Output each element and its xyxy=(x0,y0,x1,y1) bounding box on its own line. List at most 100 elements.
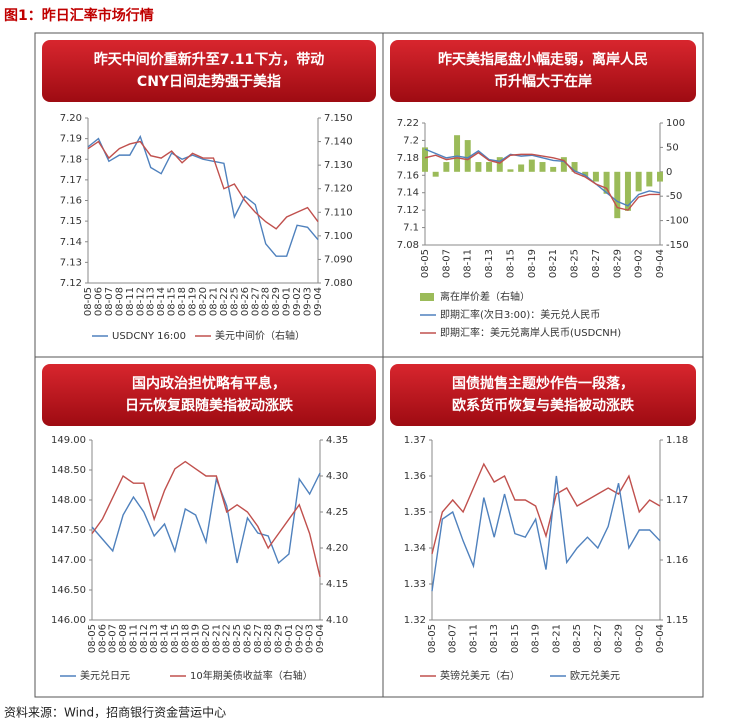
x-tick-label: 08-25 xyxy=(572,624,583,653)
x-tick-label: 08-11 xyxy=(128,624,139,653)
x-tick-label: 08-29 xyxy=(612,249,623,278)
legend-label: 10年期美债收益率（右轴） xyxy=(190,669,313,682)
bar xyxy=(518,164,525,172)
y-tick-label: 146.00 xyxy=(51,615,86,626)
y-tick-label: 7.16 xyxy=(60,196,82,207)
legend-label: 欧元兑美元 xyxy=(570,669,620,682)
y-tick-label: 1.37 xyxy=(404,435,426,446)
x-tick-label: 08-18 xyxy=(180,624,191,653)
x-tick-label: 08-22 xyxy=(219,287,230,316)
x-tick-label: 08-15 xyxy=(510,624,521,653)
x-tick-label: 08-05 xyxy=(87,624,98,653)
bar xyxy=(432,171,439,177)
source: 资料来源：Wind，招商银行资金营运中心 xyxy=(4,705,226,720)
line xyxy=(87,140,319,230)
x-tick-label: 08-19 xyxy=(531,624,542,653)
bar xyxy=(454,135,461,172)
x-tick-label: 08-08 xyxy=(118,624,129,653)
y2-tick-label: 7.080 xyxy=(324,278,353,289)
y-tick-label: 7.18 xyxy=(60,154,82,165)
y2-tick-label: -100 xyxy=(666,216,689,227)
x-tick-label: 08-19 xyxy=(188,287,199,316)
x-tick-label: 08-29 xyxy=(614,624,625,653)
bar xyxy=(614,171,621,219)
y2-tick-label: 1.16 xyxy=(666,555,688,566)
x-tick-label: 08-27 xyxy=(250,287,261,316)
y-tick-label: 1.33 xyxy=(404,579,426,590)
x-tick-label: 08-06 xyxy=(93,287,104,316)
x-tick-label: 08-06 xyxy=(97,624,108,653)
x-tick-label: 08-22 xyxy=(222,624,233,653)
legend-label: 离在岸价差（右轴） xyxy=(440,290,530,303)
x-tick-label: 08-20 xyxy=(198,287,209,316)
bar xyxy=(571,162,578,172)
x-tick-label: 08-25 xyxy=(232,624,243,653)
x-tick-label: 09-03 xyxy=(303,287,314,316)
x-tick-label: 08-15 xyxy=(167,287,178,316)
x-tick-label: 08-21 xyxy=(208,287,219,316)
y-tick-label: 7.22 xyxy=(397,118,419,129)
chart-title: 欧系货币恢复与美指被动涨跌 xyxy=(452,397,635,414)
x-tick-label: 08-27 xyxy=(591,249,602,278)
y2-tick-label: 7.090 xyxy=(324,254,353,265)
x-tick-label: 08-07 xyxy=(108,624,119,653)
bar xyxy=(560,157,567,172)
y-tick-label: 147.50 xyxy=(51,525,86,536)
y2-tick-label: 4.35 xyxy=(326,435,348,446)
x-tick-label: 08-07 xyxy=(104,287,115,316)
bar xyxy=(486,162,493,172)
y-tick-label: 7.14 xyxy=(60,237,82,248)
y2-tick-label: -50 xyxy=(666,191,682,202)
y-tick-label: 7.13 xyxy=(60,257,82,268)
chart-title: CNY日间走势强于美指 xyxy=(137,73,281,90)
x-tick-label: 09-02 xyxy=(294,624,305,653)
y2-tick-label: 4.30 xyxy=(326,471,348,482)
y-tick-label: 7.20 xyxy=(60,113,82,124)
x-tick-label: 08-28 xyxy=(261,287,272,316)
bar xyxy=(496,157,503,172)
y2-tick-label: 1.18 xyxy=(666,435,688,446)
x-tick-label: 09-02 xyxy=(634,249,645,278)
x-tick-label: 09-03 xyxy=(305,624,316,653)
y2-tick-label: 1.17 xyxy=(666,495,688,506)
line xyxy=(424,148,661,207)
x-tick-label: 08-29 xyxy=(274,624,285,653)
bar xyxy=(592,171,599,182)
y-tick-label: 148.50 xyxy=(51,465,86,476)
bar xyxy=(475,162,482,172)
y2-tick-label: 7.150 xyxy=(324,113,353,124)
chart-title: 国内政治担忧略有平息， xyxy=(132,375,286,392)
banner xyxy=(42,40,376,102)
y2-tick-label: 4.20 xyxy=(326,543,348,554)
x-tick-label: 09-04 xyxy=(315,624,326,653)
y-tick-label: 1.34 xyxy=(404,543,426,554)
y-tick-label: 7.2 xyxy=(403,135,419,146)
legend-label: 美元兑日元 xyxy=(80,669,130,682)
x-tick-label: 08-13 xyxy=(149,624,160,653)
x-tick-label: 08-11 xyxy=(125,287,136,316)
x-tick-label: 08-15 xyxy=(170,624,181,653)
bar xyxy=(646,171,653,187)
legend-label: 即期汇率(次日3:00)：美元兑人民币 xyxy=(440,308,600,321)
x-tick-label: 08-27 xyxy=(593,624,604,653)
x-tick-label: 09-01 xyxy=(282,287,293,316)
x-tick-label: 08-12 xyxy=(139,624,150,653)
x-tick-label: 08-27 xyxy=(253,624,264,653)
x-tick-label: 08-07 xyxy=(441,249,452,278)
x-tick-label: 08-12 xyxy=(135,287,146,316)
y-tick-label: 7.16 xyxy=(397,170,419,181)
bar xyxy=(603,171,610,194)
y2-tick-label: -150 xyxy=(666,240,689,251)
x-tick-label: 08-21 xyxy=(551,624,562,653)
chart-title: 国债抛售主题炒作告一段落， xyxy=(452,375,634,392)
bar xyxy=(422,147,428,172)
x-tick-label: 08-25 xyxy=(229,287,240,316)
y-tick-label: 7.14 xyxy=(397,188,419,199)
x-tick-label: 08-26 xyxy=(240,287,251,316)
x-tick-label: 08-18 xyxy=(177,287,188,316)
line xyxy=(431,462,661,555)
bar xyxy=(582,171,589,177)
y-tick-label: 149.00 xyxy=(51,435,86,446)
y2-tick-label: 7.120 xyxy=(324,184,353,195)
chart-title: 日元恢复跟随美指被动涨跌 xyxy=(125,397,294,414)
